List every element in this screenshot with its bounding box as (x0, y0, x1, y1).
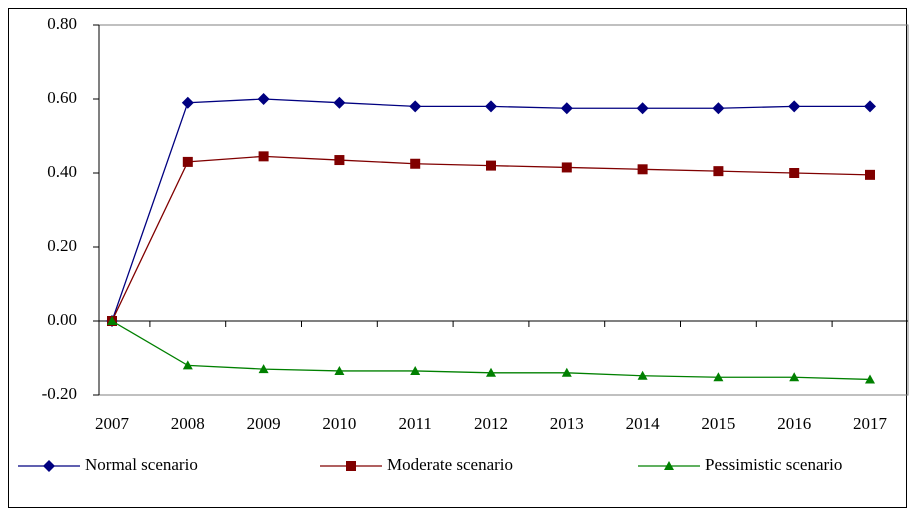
data-point (865, 169, 875, 180)
y-tick-label: 0.40 (47, 162, 77, 181)
legend-marker (664, 461, 674, 470)
data-point (713, 166, 724, 177)
data-point (637, 164, 648, 175)
data-point (409, 100, 422, 113)
y-tick-label: 0.20 (47, 236, 77, 255)
legend-marker (346, 461, 356, 471)
data-point (788, 100, 801, 113)
data-point (334, 365, 345, 375)
data-point (712, 102, 725, 115)
data-point (182, 156, 193, 167)
y-tick-label: 0.60 (47, 88, 77, 107)
chart-border (8, 8, 907, 508)
data-point (637, 370, 648, 380)
legend-marker (43, 460, 55, 472)
legend-label: Moderate scenario (387, 455, 513, 474)
x-tick-label: 2008 (171, 414, 205, 433)
x-tick-label: 2013 (550, 414, 584, 433)
data-point (864, 100, 876, 113)
x-tick-label: 2010 (322, 414, 356, 433)
x-tick-label: 2014 (626, 414, 661, 433)
data-point (334, 155, 345, 166)
x-tick-label: 2011 (399, 414, 432, 433)
x-tick-label: 2017 (853, 414, 888, 433)
y-tick-label: -0.20 (42, 384, 77, 403)
data-point (107, 316, 117, 325)
data-point (485, 100, 497, 113)
data-point (258, 151, 269, 162)
data-point (636, 102, 649, 115)
legend-label: Pessimistic scenario (705, 455, 842, 474)
data-point (789, 372, 800, 382)
data-point (182, 360, 193, 370)
legend-label: Normal scenario (85, 455, 198, 474)
x-tick-label: 2007 (95, 414, 130, 433)
data-point (410, 365, 421, 375)
x-tick-label: 2009 (247, 414, 281, 433)
data-point (561, 367, 572, 377)
x-tick-label: 2016 (777, 414, 811, 433)
x-tick-label: 2012 (474, 414, 508, 433)
data-point (181, 96, 194, 109)
data-point (333, 96, 346, 109)
data-point (713, 372, 724, 382)
y-tick-label: 0.80 (47, 14, 77, 33)
data-point (561, 162, 572, 173)
data-point (258, 364, 269, 374)
data-point (865, 374, 875, 384)
data-point (257, 93, 270, 105)
data-point (410, 158, 421, 169)
data-point (486, 367, 496, 377)
data-point (789, 168, 800, 178)
x-tick-label: 2015 (701, 414, 735, 433)
y-tick-label: 0.00 (47, 310, 77, 329)
data-point (560, 102, 573, 115)
data-point (486, 160, 496, 171)
